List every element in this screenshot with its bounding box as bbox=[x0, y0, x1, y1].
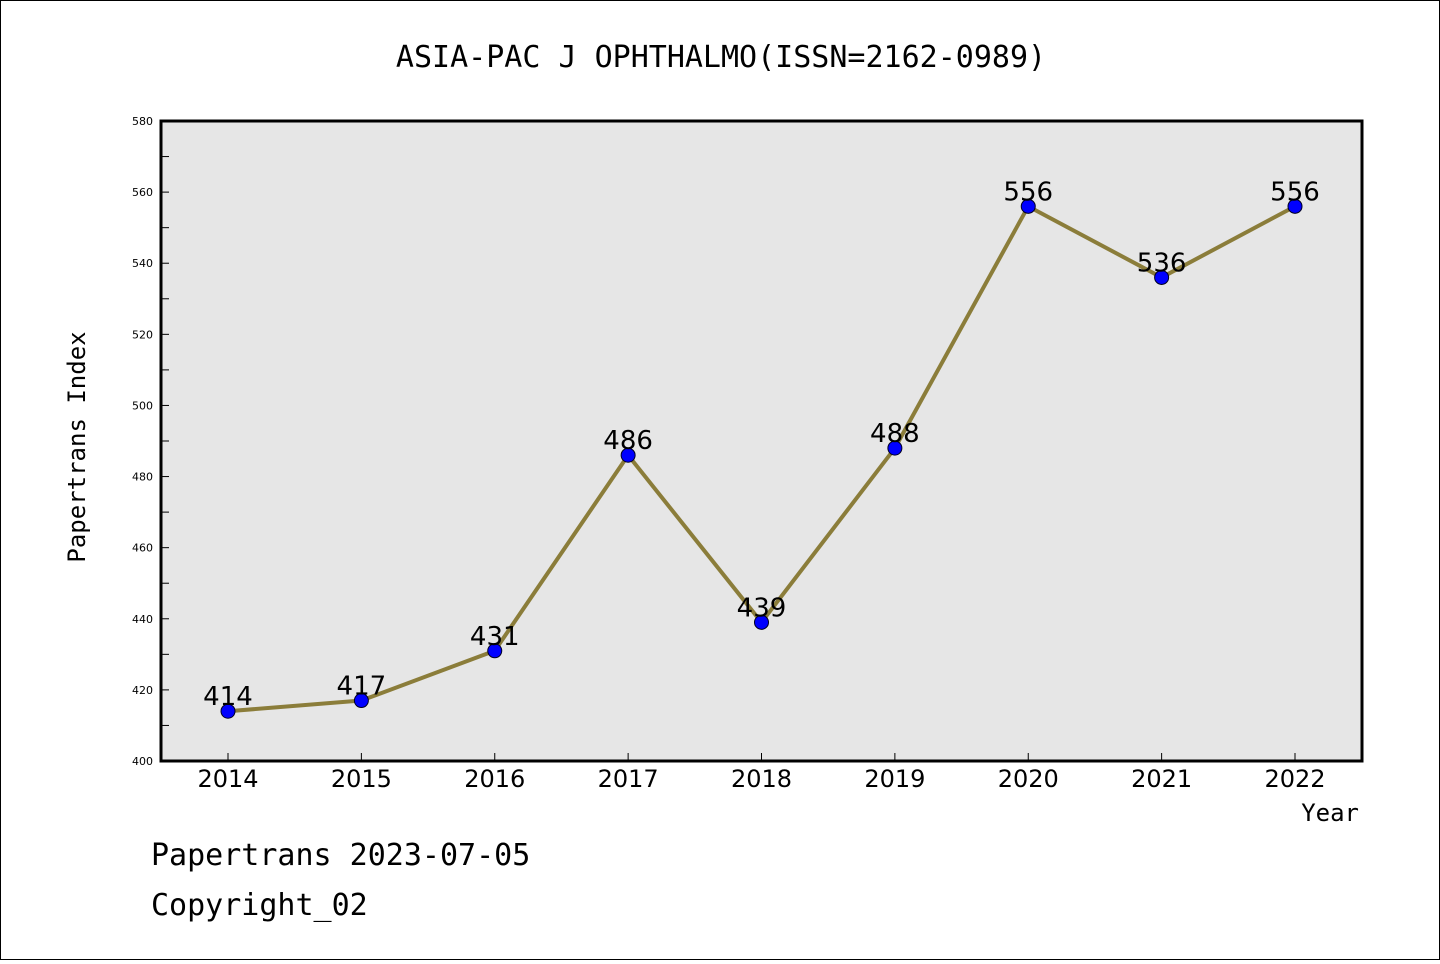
data-point-marker bbox=[1020, 198, 1036, 214]
data-label: 431 bbox=[470, 622, 520, 652]
data-label-group: 414 417 431 486 439 488 556 536 556 bbox=[203, 177, 1320, 712]
data-label: 556 bbox=[1270, 177, 1320, 207]
x-tick-label: 2022 bbox=[1264, 765, 1325, 793]
y-tick-label: 440 bbox=[132, 613, 153, 626]
y-axis: 400 420 440 460 480 500 520 540 560 580 bbox=[132, 115, 169, 768]
y-tick-label: 580 bbox=[132, 115, 153, 128]
data-point-marker bbox=[220, 703, 236, 719]
x-axis: 2014 2015 2016 2017 2018 2019 2020 2021 2022 bbox=[197, 753, 1326, 793]
x-tick-label: 2017 bbox=[598, 765, 659, 793]
plot-area bbox=[161, 121, 1362, 761]
x-tick-label: 2014 bbox=[197, 765, 258, 793]
data-label: 556 bbox=[1003, 177, 1053, 207]
x-axis-label: Year bbox=[1301, 799, 1359, 827]
data-label: 486 bbox=[603, 426, 653, 456]
data-point-marker bbox=[1287, 198, 1303, 214]
series-line-group bbox=[220, 198, 1303, 719]
data-point-marker bbox=[887, 440, 903, 456]
y-tick-label: 560 bbox=[132, 186, 153, 199]
data-point-marker bbox=[754, 614, 769, 630]
y-tick-label: 540 bbox=[132, 257, 153, 270]
x-tick-label: 2018 bbox=[731, 765, 792, 793]
x-tick-label: 2020 bbox=[998, 765, 1059, 793]
x-tick-label: 2021 bbox=[1131, 765, 1192, 793]
data-point-marker bbox=[487, 643, 503, 659]
x-tick-label: 2019 bbox=[864, 765, 925, 793]
data-point-marker bbox=[1154, 269, 1170, 285]
y-tick-label: 480 bbox=[132, 471, 153, 484]
data-label: 417 bbox=[337, 672, 387, 702]
plot-border bbox=[159, 119, 1364, 763]
y-tick-label: 400 bbox=[132, 755, 153, 768]
footer-date: Papertrans 2023-07-05 bbox=[151, 838, 530, 873]
y-tick-label: 520 bbox=[132, 328, 153, 341]
x-tick-label: 2015 bbox=[331, 765, 392, 793]
data-label: 439 bbox=[737, 593, 787, 623]
data-point-marker bbox=[620, 447, 636, 463]
data-label: 536 bbox=[1137, 248, 1187, 278]
chart-title: ASIA-PAC J OPHTHALMO(ISSN=2162-0989) bbox=[396, 40, 1046, 75]
y-tick-label: 500 bbox=[132, 399, 153, 412]
data-label: 488 bbox=[870, 419, 920, 449]
footer-copyright: Copyright_02 bbox=[151, 888, 368, 923]
data-label: 414 bbox=[203, 682, 253, 712]
y-tick-label: 420 bbox=[132, 684, 153, 697]
x-tick-label: 2016 bbox=[464, 765, 525, 793]
data-point-marker bbox=[353, 693, 369, 709]
y-tick-label: 460 bbox=[132, 542, 153, 555]
y-axis-label: Papertrans Index bbox=[63, 331, 91, 562]
